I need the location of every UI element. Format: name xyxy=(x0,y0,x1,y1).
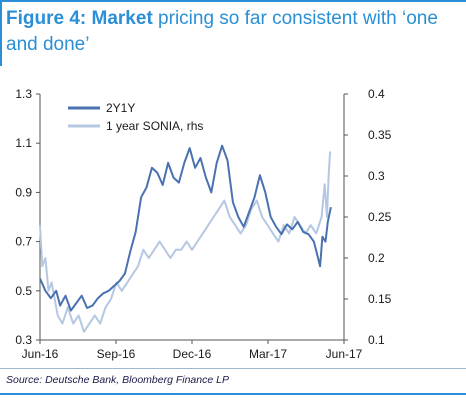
y-right-tick-label: 0.15 xyxy=(368,292,392,306)
figure-title: Figure 4: Market pricing so far consiste… xyxy=(6,6,461,58)
legend: 2Y1Y 1 year SONIA, rhs xyxy=(68,101,203,133)
x-tick-label: Jun-16 xyxy=(22,347,59,361)
x-tick-label: Jun-17 xyxy=(326,347,363,361)
series-line-sonia xyxy=(39,151,332,333)
bottom-rule xyxy=(0,393,466,395)
top-rule xyxy=(0,0,466,2)
y-right-tick-label: 0.3 xyxy=(368,169,385,183)
y-right-tick-label: 0.25 xyxy=(368,210,392,224)
legend-label-2y1y: 2Y1Y xyxy=(106,101,135,115)
axes: 0.3 0.5 0.7 0.9 1.1 1.3 0.1 0.15 0.2 0.25 0.3 0.35 0… xyxy=(15,87,391,361)
y-left-tick-label: 0.5 xyxy=(15,284,32,298)
y-left-tick-label: 1.3 xyxy=(15,87,32,101)
legend-label-sonia: 1 year SONIA, rhs xyxy=(106,119,203,133)
y-right-tick-label: 0.35 xyxy=(368,128,392,142)
x-tick-label: Sep-16 xyxy=(97,347,136,361)
x-tick-label: Mar-17 xyxy=(249,347,287,361)
figure-title-rest: pricing so far consistent with ‘one and … xyxy=(6,8,438,55)
y-right-tick-label: 0.4 xyxy=(368,87,385,101)
y-left-tick-label: 0.9 xyxy=(15,185,32,199)
figure-title-lead: Figure 4: xyxy=(6,8,92,29)
y-right-tick-label: 0.2 xyxy=(368,251,385,265)
figure-title-key: Market xyxy=(91,8,153,29)
y-left-tick-label: 1.1 xyxy=(15,136,32,150)
source-divider xyxy=(0,368,466,369)
left-rule xyxy=(0,0,2,66)
series-layer xyxy=(39,144,332,333)
x-tick-label: Dec-16 xyxy=(173,347,212,361)
source-note: Source: Deutsche Bank, Bloomberg Finance… xyxy=(6,374,229,386)
y-left-tick-label: 0.3 xyxy=(15,333,32,347)
series-line-2y1y xyxy=(39,144,332,312)
y-left-tick-label: 0.7 xyxy=(15,235,32,249)
y-right-tick-label: 0.1 xyxy=(368,333,385,347)
